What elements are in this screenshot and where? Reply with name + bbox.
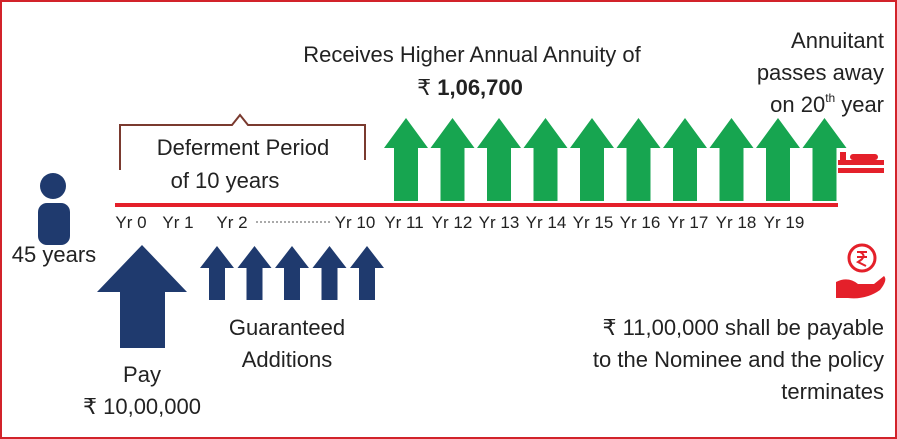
death-suffix: year [841, 92, 884, 117]
bed-part [838, 168, 884, 173]
person-body [38, 203, 70, 245]
coin [847, 243, 877, 273]
year-label: Yr 17 [668, 213, 709, 232]
deferment-line: Deferment Period [157, 135, 329, 160]
person-head [40, 173, 66, 199]
year-label: Yr 18 [716, 213, 757, 232]
addition-arrow [200, 246, 234, 300]
death-line: Annuitant [791, 28, 884, 53]
annuity-arrow [802, 118, 847, 201]
pay-line: ₹ 10,00,000 [83, 394, 201, 419]
addition-arrow [312, 246, 347, 300]
amount: 1,06,700 [437, 75, 523, 100]
annuity-arrow [570, 118, 614, 201]
addition-arrow [275, 246, 309, 300]
annuity-arrow [756, 118, 800, 201]
additions-line: Guaranteed [229, 315, 345, 340]
bed-icon [838, 152, 884, 173]
headline-line: Receives Higher Annual Annuity of [303, 42, 641, 67]
year-label: Yr 10 [335, 213, 376, 232]
death-prefix: on 20 [770, 92, 825, 117]
annuity-arrow [616, 118, 661, 201]
additions-line: Additions [242, 347, 333, 372]
bed-part [850, 154, 878, 160]
addition-arrow [350, 246, 384, 300]
year-label: Yr 1 [162, 213, 193, 232]
bed-part [838, 160, 884, 165]
year-label: Yr 14 [526, 213, 567, 232]
nominee-line: ₹ 11,00,000 shall be payable [603, 315, 884, 340]
hand [836, 276, 886, 299]
pay-line: Pay [123, 362, 161, 387]
headline-amount: ₹ 1,06,700 [417, 75, 523, 100]
nominee-line: to the Nominee and the policy [593, 347, 884, 372]
death-line: passes away [757, 60, 884, 85]
year-label: Yr 11 [384, 213, 423, 232]
year-label: Yr 2 [216, 213, 247, 232]
rupee-sign [855, 251, 867, 267]
death-sup: th [825, 91, 835, 105]
year-label: Yr 16 [620, 213, 661, 232]
year-label: Yr 12 [432, 213, 473, 232]
age: 45 years [12, 242, 96, 267]
addition-arrow [237, 246, 272, 300]
bracket [119, 113, 366, 170]
year-label: Yr 13 [479, 213, 520, 232]
nominee-line: terminates [781, 379, 884, 404]
annuity-arrow [384, 118, 428, 201]
payout-icon [836, 243, 886, 299]
annuity-arrow [477, 118, 521, 201]
year-label: Yr 19 [764, 213, 805, 232]
currency: ₹ [417, 75, 431, 100]
pay-arrow [97, 245, 187, 348]
annuity-arrow [663, 118, 707, 201]
annuity-arrow [523, 118, 568, 201]
deferment-line: of 10 years [171, 168, 280, 193]
year-label: Yr 15 [573, 213, 614, 232]
year-label: Yr 0 [115, 213, 146, 232]
death-line: on 20th year [770, 91, 884, 117]
annuity-arrow [430, 118, 475, 201]
bed-part [840, 152, 846, 160]
annuity-arrow [709, 118, 754, 201]
